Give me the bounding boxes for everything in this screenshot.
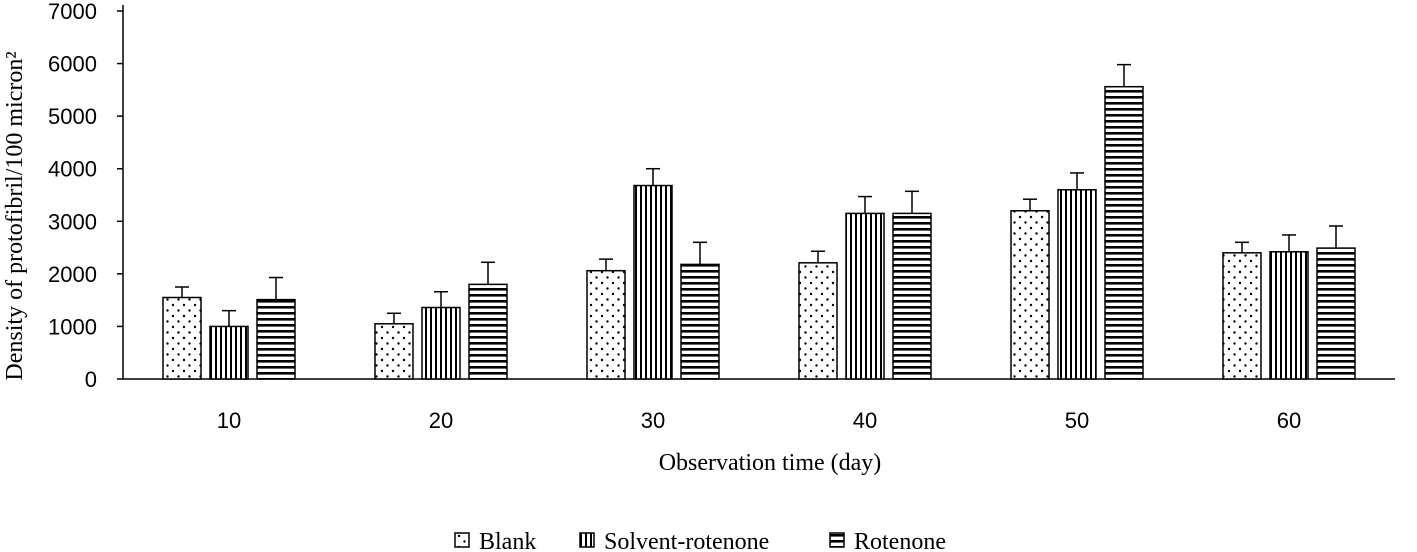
bar-solvent-rotenone-40: [845, 212, 885, 380]
bar-solvent-rotenone-10: [209, 325, 249, 380]
bar-blank-10: [162, 296, 202, 380]
x-tick-label: 50: [1065, 408, 1089, 433]
legend-label: Solvent-rotenone: [604, 529, 769, 552]
bar-rotenone-60: [1316, 247, 1356, 380]
y-tick-label: 2000: [48, 262, 97, 287]
legend-label: Rotenone: [854, 529, 946, 552]
y-tick-label: 4000: [48, 157, 97, 182]
bar-blank-20: [374, 323, 414, 380]
y-tick-label: 0: [85, 367, 97, 392]
bar-blank-30: [586, 269, 626, 380]
y-tick-label: 7000: [48, 0, 97, 24]
y-tick-label: 1000: [48, 314, 97, 339]
x-axis-title: Observation time (day): [659, 450, 882, 476]
bar-solvent-rotenone-20: [421, 306, 461, 380]
bar-rotenone-10: [256, 298, 296, 380]
legend-swatch-blank: [454, 532, 470, 548]
x-tick-label: 20: [429, 408, 453, 433]
x-tick-label: 30: [641, 408, 665, 433]
bar-solvent-rotenone-50: [1057, 188, 1097, 380]
bar-rotenone-30: [680, 263, 720, 380]
legend-swatch-solvent-rotenone: [579, 532, 595, 548]
x-tick-label: 40: [853, 408, 877, 433]
y-tick-label: 3000: [48, 209, 97, 234]
bar-solvent-rotenone-30: [633, 184, 673, 380]
y-tick-label: 6000: [48, 52, 97, 77]
bar-rotenone-20: [468, 283, 508, 380]
bar-blank-60: [1222, 252, 1262, 380]
legend-label: Blank: [479, 529, 536, 552]
bar-rotenone-50: [1104, 85, 1144, 380]
bar-blank-40: [798, 262, 838, 380]
bar-solvent-rotenone-60: [1269, 251, 1309, 380]
legend-swatch-rotenone: [829, 532, 845, 548]
bar-blank-50: [1010, 210, 1050, 380]
y-axis-title: Density of protofibril/100 micron²: [2, 51, 28, 380]
y-tick-label: 5000: [48, 104, 97, 129]
x-tick-label: 60: [1277, 408, 1301, 433]
x-tick-label: 10: [217, 408, 241, 433]
bar-rotenone-40: [892, 212, 932, 380]
